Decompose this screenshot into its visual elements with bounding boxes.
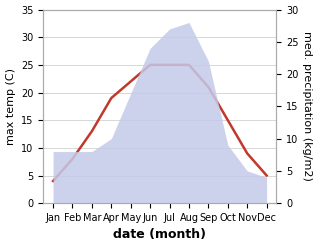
X-axis label: date (month): date (month) [113, 228, 206, 242]
Y-axis label: max temp (C): max temp (C) [5, 68, 16, 145]
Y-axis label: med. precipitation (kg/m2): med. precipitation (kg/m2) [302, 31, 313, 181]
